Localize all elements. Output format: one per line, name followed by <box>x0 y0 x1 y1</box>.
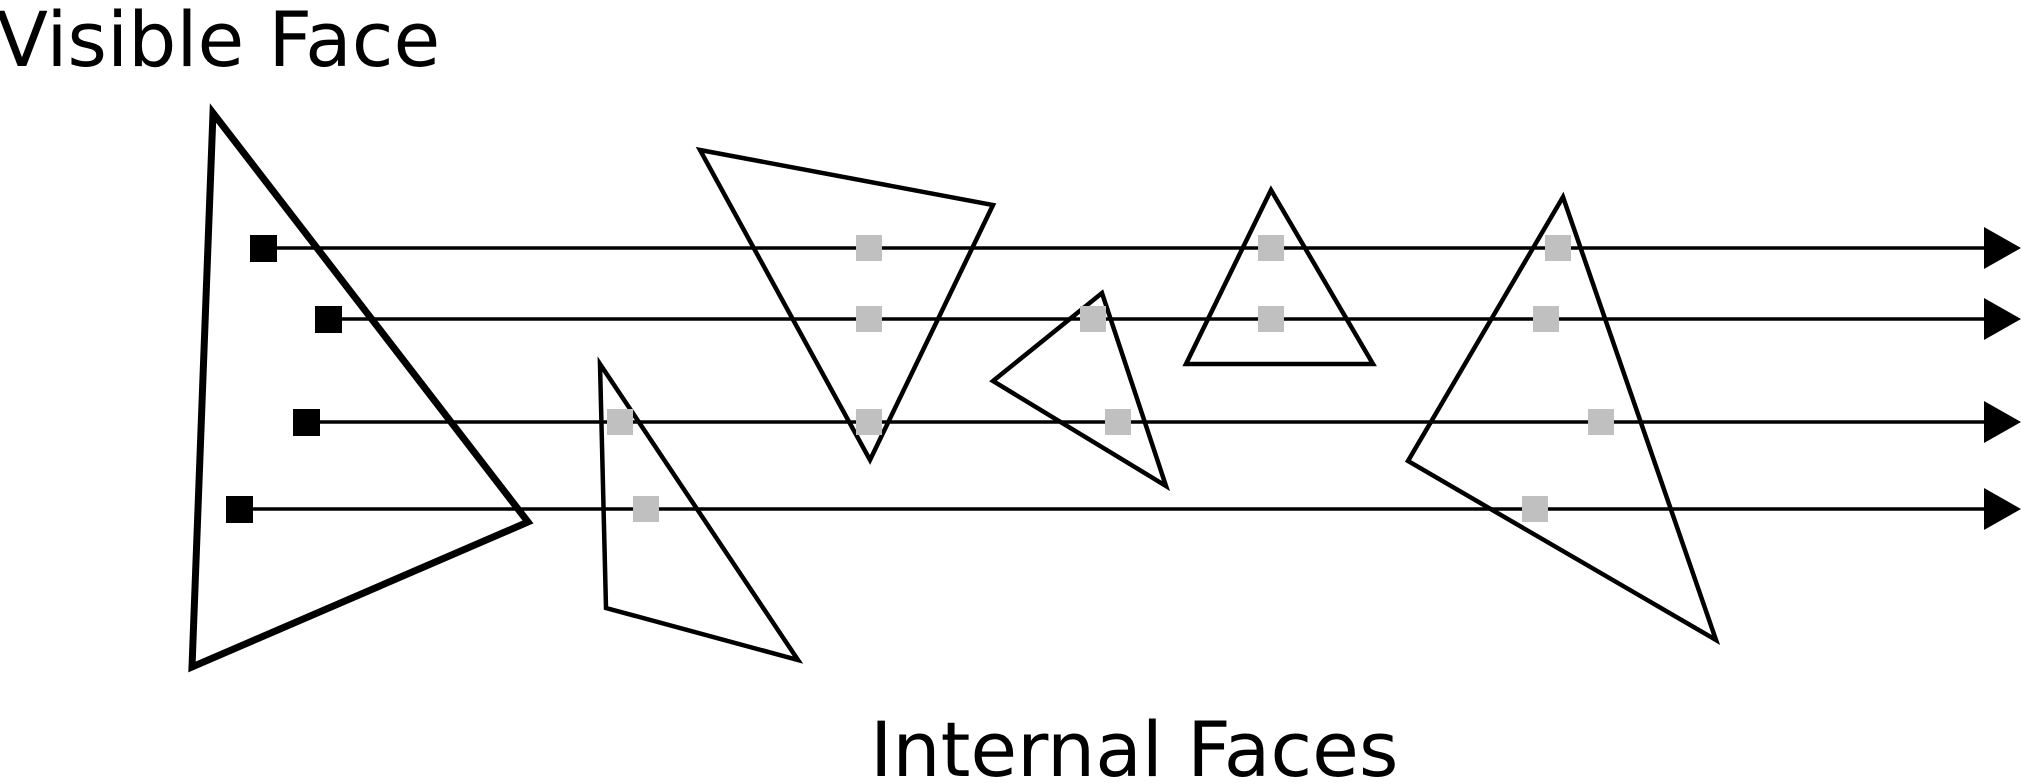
intersection-marker <box>856 306 882 332</box>
ray-arrowhead <box>1984 401 2021 443</box>
ray-origin-marker <box>226 496 253 523</box>
ray-arrowhead <box>1984 298 2021 340</box>
intersection-marker <box>607 409 633 435</box>
ray-arrowhead <box>1984 488 2021 530</box>
intersection-marker <box>1258 235 1284 261</box>
internal-face-triangle <box>700 150 993 460</box>
ray-arrowhead <box>1984 227 2021 269</box>
intersection-marker <box>856 235 882 261</box>
ray <box>250 227 2021 269</box>
internal-face-triangle <box>1408 197 1716 640</box>
internal-face-triangle <box>1186 190 1373 364</box>
internal-face-triangle <box>993 293 1166 486</box>
internal-face-triangle <box>600 364 798 660</box>
intersection-marker <box>1080 306 1106 332</box>
internal-faces-label: Internal Faces <box>870 705 1399 783</box>
intersection-marker <box>1105 409 1131 435</box>
visible-face-triangle <box>192 113 528 667</box>
intersection-marker <box>1588 409 1614 435</box>
intersection-marker <box>1522 496 1548 522</box>
intersection-marker <box>1545 235 1571 261</box>
ray <box>226 488 2021 530</box>
intersection-marker <box>1258 306 1284 332</box>
ray-origin-marker <box>315 306 342 333</box>
ray <box>315 298 2021 340</box>
ray-origin-marker <box>250 235 277 262</box>
intersection-marker <box>856 409 882 435</box>
intersection-marker <box>633 496 659 522</box>
ray <box>293 401 2021 443</box>
ray-origin-marker <box>293 409 320 436</box>
intersection-marker <box>1533 306 1559 332</box>
visible-face-label: Visible Face <box>0 0 440 84</box>
